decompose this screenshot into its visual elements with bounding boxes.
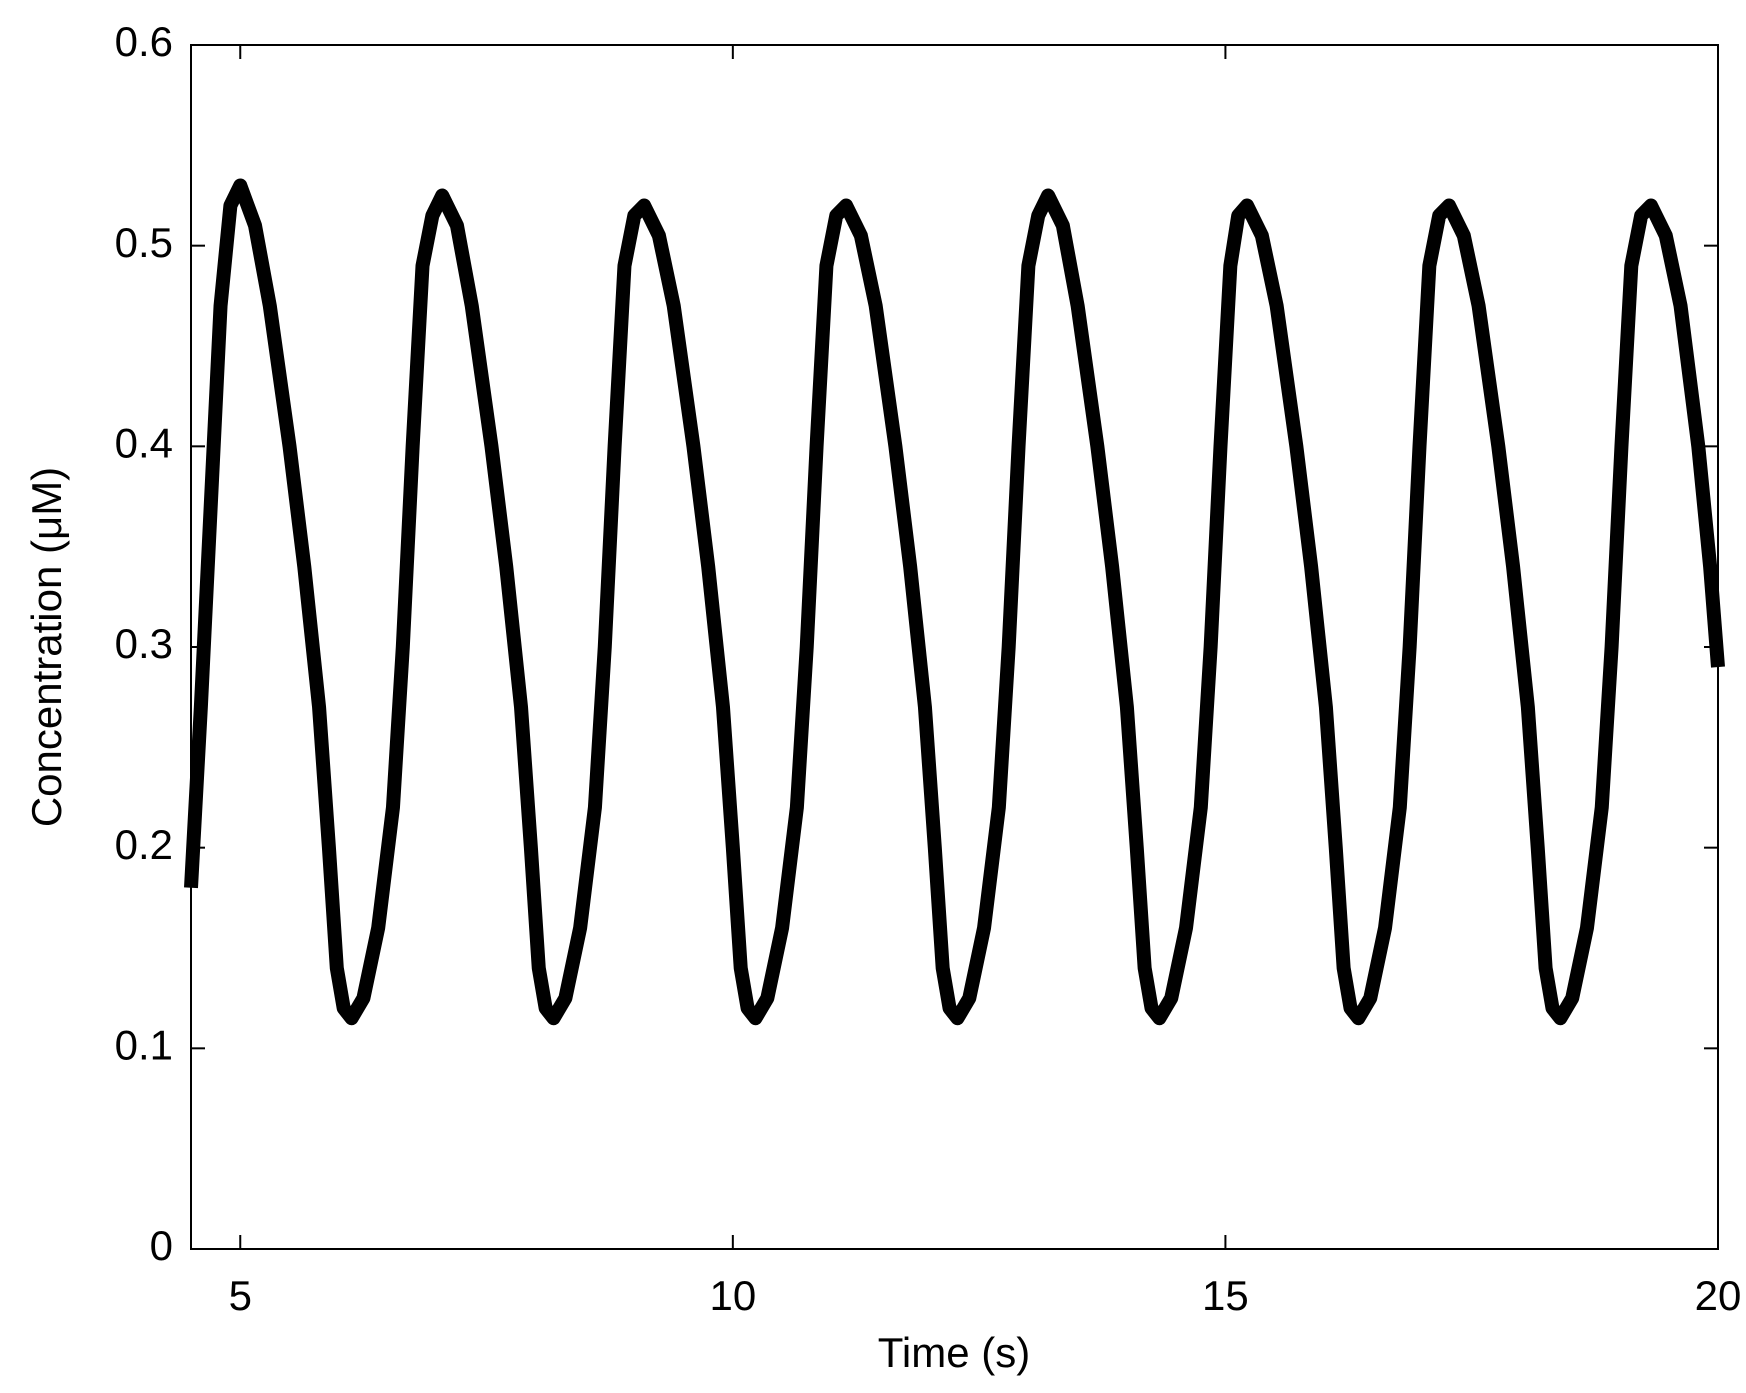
data-line	[184, 178, 1725, 1026]
y-tick-label: 0.2	[115, 821, 173, 868]
x-tick-label: 20	[1695, 1272, 1742, 1319]
y-tick-label: 0.6	[115, 18, 173, 65]
x-tick-label: 5	[229, 1272, 252, 1319]
x-axis-label: Time (s)	[878, 1329, 1030, 1376]
x-tick-label: 15	[1202, 1272, 1249, 1319]
y-tick-label: 0	[150, 1222, 173, 1269]
x-tick-label: 10	[709, 1272, 756, 1319]
y-tick-label: 0.1	[115, 1021, 173, 1068]
y-tick-label: 0.4	[115, 419, 173, 466]
y-axis-label: Concentration (μM)	[23, 467, 70, 827]
plot-frame	[190, 44, 1719, 1250]
y-tick-label: 0.3	[115, 620, 173, 667]
y-tick-label: 0.5	[115, 219, 173, 266]
